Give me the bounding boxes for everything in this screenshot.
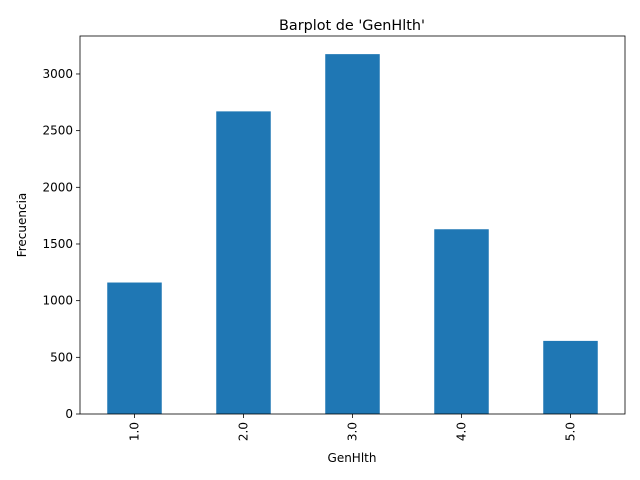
y-tick-label: 500: [50, 350, 73, 364]
plot-frame: [79, 35, 626, 415]
y-tick-label: 2000: [42, 180, 73, 194]
y-tick-label: 2500: [42, 124, 73, 138]
y-axis-label: Frecuencia: [15, 193, 29, 258]
bar-3.0: [325, 54, 380, 414]
y-tick-label: 0: [65, 407, 73, 421]
bar-4.0: [434, 229, 489, 414]
y-axis-ticks: 0 500 1000 1500 2000 2500 3000: [42, 67, 80, 421]
x-tick-label: 3.0: [346, 422, 360, 441]
x-axis-ticks: 1.0 2.0 3.0 4.0 5.0: [128, 414, 578, 441]
y-tick-label: 1500: [42, 237, 73, 251]
x-tick-label: 2.0: [237, 422, 251, 441]
chart-title: Barplot de 'GenHlth': [279, 18, 425, 34]
x-tick-label: 4.0: [455, 422, 469, 441]
bars-group: [107, 54, 598, 414]
x-axis-label: GenHlth: [328, 451, 377, 465]
x-tick-label: 5.0: [564, 422, 578, 441]
y-tick-label: 3000: [42, 67, 73, 81]
x-tick-label: 1.0: [128, 422, 142, 441]
bar-2.0: [216, 111, 271, 414]
bar-1.0: [107, 282, 162, 414]
y-tick-label: 1000: [42, 294, 73, 308]
bar-5.0: [543, 340, 598, 414]
